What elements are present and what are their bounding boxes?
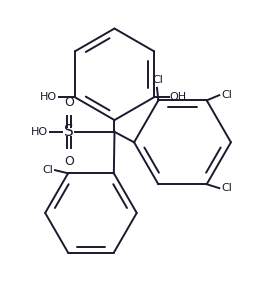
Text: HO: HO — [40, 92, 57, 102]
Text: Cl: Cl — [221, 183, 232, 193]
Text: O: O — [64, 96, 74, 109]
Text: O: O — [64, 155, 74, 168]
Text: HO: HO — [31, 127, 48, 137]
Text: Cl: Cl — [221, 90, 232, 100]
Text: Cl: Cl — [152, 75, 163, 85]
Text: S: S — [64, 124, 74, 139]
Text: OH: OH — [170, 92, 187, 102]
Text: Cl: Cl — [42, 165, 53, 175]
